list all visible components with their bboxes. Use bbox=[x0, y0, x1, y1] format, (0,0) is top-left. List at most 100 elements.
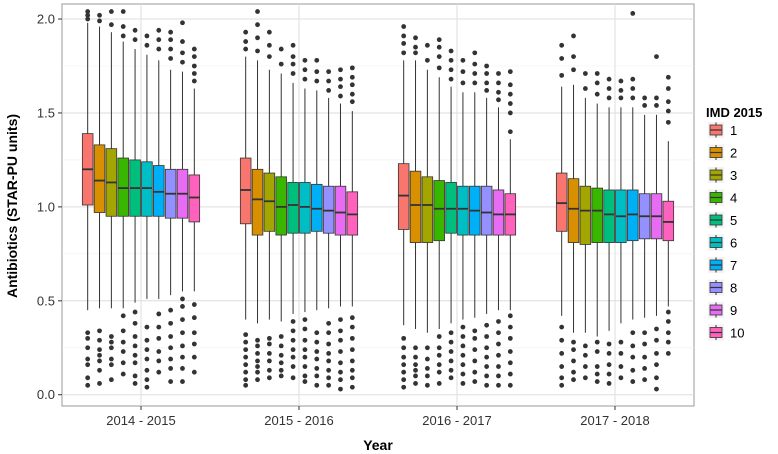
outlier-point bbox=[413, 35, 418, 41]
outlier-point bbox=[266, 42, 272, 48]
outlier-point bbox=[120, 371, 126, 377]
x-tick-label: 2014 - 2015 bbox=[106, 413, 175, 428]
outlier-point bbox=[401, 33, 407, 39]
outlier-point bbox=[436, 369, 442, 375]
outlier-point bbox=[630, 354, 636, 360]
outlier-point bbox=[349, 347, 355, 353]
box-iqr bbox=[457, 185, 469, 236]
outlier-point bbox=[472, 71, 478, 76]
box-iqr bbox=[322, 185, 335, 234]
series-imd-10 bbox=[188, 46, 675, 390]
outlier-point bbox=[594, 339, 600, 345]
box-imd-3-cat-2 bbox=[263, 29, 276, 381]
outlier-point bbox=[496, 341, 501, 347]
outlier-point bbox=[180, 343, 185, 349]
outlier-point bbox=[120, 328, 126, 334]
legend-item-10: 10 bbox=[708, 324, 744, 341]
outlier-point bbox=[424, 57, 430, 63]
outlier-point bbox=[290, 375, 296, 381]
outlier-point bbox=[168, 356, 174, 362]
outlier-point bbox=[97, 347, 102, 353]
x-tick-label: 2015 - 2016 bbox=[264, 413, 333, 428]
outlier-point bbox=[436, 381, 442, 386]
box-iqr bbox=[603, 189, 615, 243]
outlier-point bbox=[484, 80, 490, 86]
outlier-point bbox=[180, 304, 185, 309]
outlier-point bbox=[278, 61, 284, 67]
outlier-point bbox=[132, 309, 138, 315]
outlier-point bbox=[460, 381, 466, 386]
outlier-point bbox=[85, 330, 91, 336]
outlier-point bbox=[349, 99, 355, 105]
outlier-point bbox=[507, 349, 513, 354]
outlier-point bbox=[266, 351, 272, 356]
outlier-point bbox=[630, 379, 636, 384]
legend-item-6: 6 bbox=[708, 234, 737, 251]
box-imd-1-cat-3 bbox=[397, 24, 410, 390]
outlier-point bbox=[290, 61, 296, 67]
outlier-point bbox=[618, 95, 624, 101]
outlier-point bbox=[156, 358, 162, 364]
outlier-point bbox=[413, 367, 418, 373]
outlier-point bbox=[144, 347, 150, 353]
outlier-point bbox=[448, 349, 454, 354]
outlier-point bbox=[97, 12, 102, 18]
outlier-point bbox=[448, 67, 454, 73]
box-iqr bbox=[334, 185, 347, 236]
outlier-point bbox=[571, 339, 576, 345]
outlier-point bbox=[594, 91, 600, 97]
outlier-point bbox=[191, 354, 197, 360]
outlier-point bbox=[302, 347, 308, 353]
outlier-point bbox=[507, 360, 513, 366]
outlier-point bbox=[630, 343, 636, 349]
outlier-point bbox=[156, 324, 162, 330]
outlier-point bbox=[338, 93, 343, 99]
outlier-point bbox=[302, 373, 308, 379]
outlier-point bbox=[338, 349, 343, 354]
outlier-point bbox=[243, 382, 249, 388]
outlier-point bbox=[338, 360, 343, 366]
outlier-point bbox=[594, 379, 600, 384]
outlier-point bbox=[472, 50, 478, 56]
outlier-point bbox=[618, 78, 624, 84]
box-imd-9-cat-4 bbox=[650, 54, 663, 392]
outlier-point bbox=[559, 72, 565, 78]
outlier-point bbox=[571, 358, 576, 364]
outlier-point bbox=[448, 339, 454, 345]
outlier-point bbox=[436, 352, 442, 358]
outlier-point bbox=[314, 339, 320, 345]
outlier-point bbox=[338, 337, 343, 343]
outlier-point bbox=[571, 369, 576, 375]
box-imd-1-cat-1 bbox=[81, 9, 94, 388]
box-iqr bbox=[188, 174, 201, 223]
outlier-point bbox=[654, 375, 659, 381]
outlier-point bbox=[349, 375, 355, 381]
box-imd-7-cat-4 bbox=[627, 10, 639, 384]
box-imd-9-cat-1 bbox=[176, 20, 189, 384]
outlier-point bbox=[472, 328, 478, 334]
box-iqr bbox=[311, 183, 323, 232]
outlier-point bbox=[290, 54, 296, 59]
box-imd-1-cat-4 bbox=[555, 42, 568, 388]
outlier-point bbox=[132, 373, 138, 379]
outlier-point bbox=[484, 63, 490, 69]
outlier-point bbox=[484, 71, 490, 76]
outlier-point bbox=[401, 377, 407, 383]
outlier-point bbox=[424, 366, 430, 371]
outlier-point bbox=[594, 71, 600, 76]
outlier-point bbox=[85, 382, 91, 388]
outlier-point bbox=[472, 80, 478, 86]
outlier-point bbox=[156, 27, 162, 33]
outlier-point bbox=[180, 379, 185, 384]
outlier-point bbox=[180, 354, 185, 360]
outlier-point bbox=[507, 110, 513, 116]
outlier-point bbox=[618, 364, 624, 369]
x-tick-label: 2016 - 2017 bbox=[422, 413, 491, 428]
legend-label: 10 bbox=[730, 326, 744, 341]
outlier-point bbox=[314, 69, 320, 75]
outlier-point bbox=[314, 330, 320, 336]
box-imd-10-cat-4 bbox=[662, 74, 675, 356]
legend-label: 9 bbox=[730, 303, 737, 318]
outlier-point bbox=[132, 360, 138, 366]
series-imd-7 bbox=[153, 10, 639, 388]
